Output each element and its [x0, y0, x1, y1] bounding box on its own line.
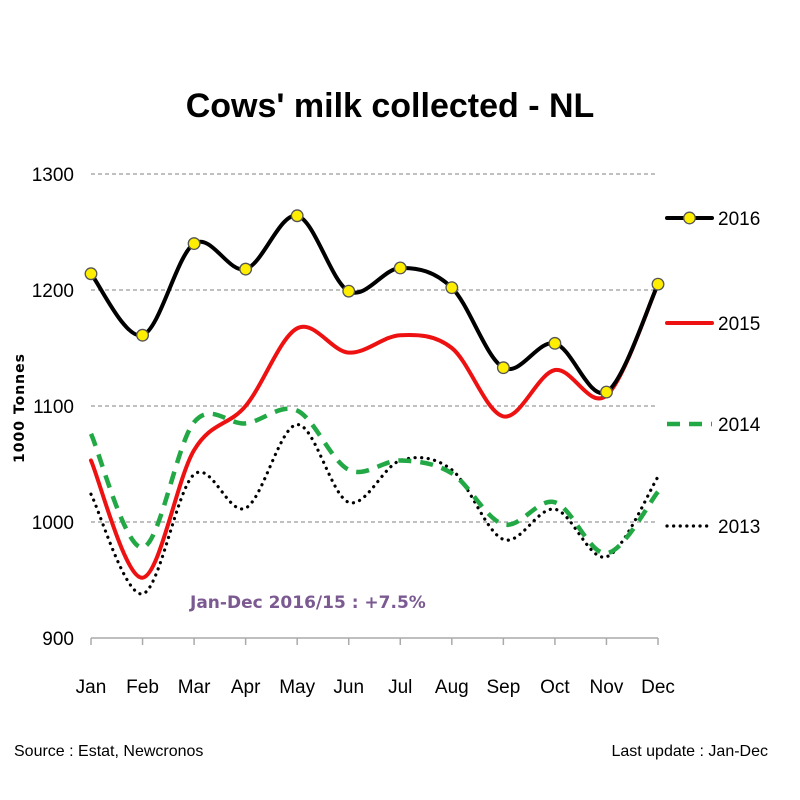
x-tick-label: Oct: [540, 677, 570, 698]
x-tick-label: May: [279, 677, 315, 698]
data-point-2016: [187, 237, 201, 251]
data-point-2016: [600, 385, 613, 399]
series-line-2013: [89, 422, 660, 596]
x-tick-label: Feb: [126, 677, 159, 698]
data-point-2016: [136, 328, 149, 342]
tick-labels: 900 1000 1100 1200 1300 Jan Feb Mar Apr May Jun Jul…: [32, 165, 675, 698]
data-point-2016: [342, 284, 356, 298]
data-point-2016: [84, 267, 98, 281]
grid-lines: [91, 173, 658, 523]
data-point-2016: [651, 277, 665, 291]
y-axis-label: 1000 Tonnes: [12, 353, 28, 463]
x-tick-label: Nov: [590, 677, 624, 698]
data-point-2016: [496, 361, 510, 375]
legend-label-2015: 2015: [718, 314, 760, 335]
data-point-2016: [290, 209, 304, 223]
legend-label-2016: 2016: [718, 209, 760, 230]
x-tick-label: Dec: [641, 677, 675, 698]
series-lines: [88, 213, 660, 596]
data-point-2016: [239, 262, 253, 276]
x-tick-label: Jan: [76, 677, 107, 698]
axes: [90, 637, 659, 645]
data-point-2016: [445, 281, 459, 295]
legend-label-2013: 2013: [718, 517, 760, 538]
x-tick-label: Mar: [178, 677, 211, 698]
data-point-2016: [393, 261, 407, 275]
x-tick-label: Aug: [435, 677, 469, 698]
data-point-2016: [548, 336, 562, 350]
y-tick-label: 900: [42, 629, 74, 650]
x-tick-label: Jul: [388, 677, 412, 698]
y-tick-label: 1300: [32, 165, 74, 186]
series-line-2015: [89, 282, 660, 580]
series-line-2016: [89, 213, 660, 396]
x-tick-label: Sep: [486, 677, 520, 698]
chart-title: Cows' milk collected - NL: [186, 87, 595, 125]
legend-marker-2016: [683, 211, 696, 225]
series-markers: [84, 209, 665, 399]
y-tick-label: 1000: [32, 513, 74, 534]
footer-last-update: Last update : Jan-Dec: [611, 743, 768, 760]
x-tick-label: Jun: [333, 677, 364, 698]
legend: 2016 2015 2014 2013: [665, 209, 761, 538]
x-tick-label: Apr: [231, 677, 261, 698]
series-line-2014: [88, 406, 660, 556]
y-tick-label: 1100: [33, 397, 74, 418]
footer-source: Source : Estat, Newcronos: [14, 743, 203, 760]
annotation-growth: Jan-Dec 2016/15 : +7.5%: [189, 593, 426, 613]
y-tick-label: 1200: [32, 281, 74, 302]
legend-label-2014: 2014: [718, 415, 761, 436]
